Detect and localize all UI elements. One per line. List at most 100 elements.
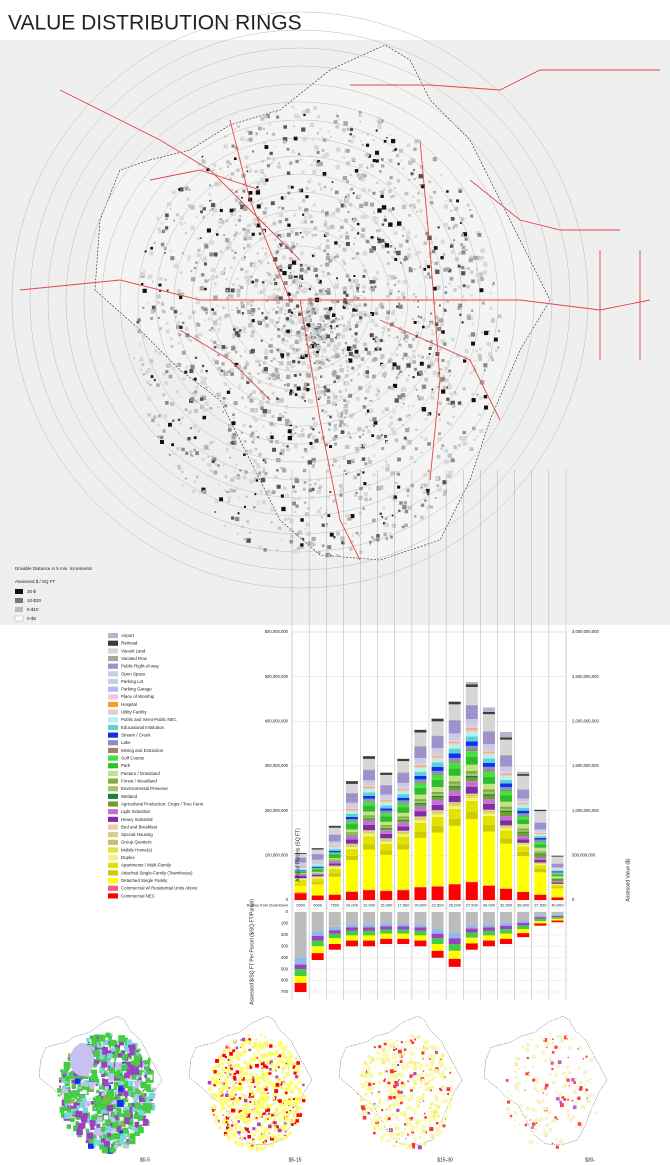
legend-swatch xyxy=(108,809,118,815)
parcel xyxy=(483,262,488,267)
bar-segment xyxy=(482,714,495,732)
parcel xyxy=(447,460,451,464)
parcel xyxy=(281,453,285,456)
parcel xyxy=(418,397,421,401)
small-map-parcel xyxy=(254,1108,256,1110)
parcel xyxy=(247,309,252,315)
parcel xyxy=(314,348,318,351)
parcel xyxy=(361,457,366,461)
bar-segment xyxy=(380,801,393,803)
small-map-parcel xyxy=(212,1104,217,1109)
small-map-parcel xyxy=(273,1058,276,1061)
small-map-parcel xyxy=(273,1040,276,1042)
bar-segment xyxy=(328,930,341,934)
small-map-parcel xyxy=(136,1087,141,1092)
small-map-parcel xyxy=(228,1081,232,1084)
parcel xyxy=(275,250,279,254)
parcel xyxy=(389,415,393,419)
parcel xyxy=(426,273,431,277)
bar-segment xyxy=(517,830,530,832)
parcel xyxy=(382,506,386,510)
parcel xyxy=(379,356,383,360)
parcel xyxy=(348,279,351,282)
small-map-parcel xyxy=(235,1082,237,1084)
bar-segment xyxy=(448,932,461,939)
small-map-parcel xyxy=(246,1040,251,1045)
parcel xyxy=(441,444,445,447)
parcel xyxy=(326,469,330,473)
parcel xyxy=(171,443,175,447)
small-map-parcel xyxy=(288,1131,292,1136)
parcel xyxy=(304,501,307,504)
legend-swatch xyxy=(108,663,118,669)
parcel xyxy=(346,400,350,404)
bar-segment xyxy=(311,849,324,854)
small-map-parcel xyxy=(211,1084,214,1087)
parcel xyxy=(334,403,337,406)
bar-segment xyxy=(397,816,410,819)
parcel xyxy=(363,492,368,497)
parcel xyxy=(316,114,321,119)
small-map-parcel xyxy=(97,1130,103,1136)
parcel xyxy=(305,327,309,332)
parcel xyxy=(245,138,249,142)
bar-segment xyxy=(414,746,427,758)
small-map-parcel xyxy=(263,1129,267,1133)
small-map-parcel xyxy=(273,1134,278,1139)
small-map-parcel xyxy=(214,1084,218,1088)
parcel xyxy=(335,165,340,170)
bar-segment xyxy=(380,830,393,834)
small-map-parcel xyxy=(86,1132,94,1140)
parcel xyxy=(211,440,215,444)
small-map-parcel xyxy=(122,1142,130,1149)
bar-segment xyxy=(328,938,341,944)
parcel xyxy=(405,427,410,433)
bar-segment xyxy=(482,791,495,795)
y2-tick-label: 3,000,000,000 xyxy=(572,629,599,634)
parcel xyxy=(176,324,181,329)
parcel xyxy=(290,293,293,296)
small-map-parcel xyxy=(146,1114,154,1122)
parcel xyxy=(405,239,409,243)
small-map-parcel xyxy=(117,1113,125,1120)
small-map-parcel xyxy=(261,1136,265,1139)
road xyxy=(299,299,361,561)
parcel xyxy=(150,246,153,250)
parcel xyxy=(268,123,272,126)
bar-segment xyxy=(482,766,495,771)
parcel xyxy=(236,532,239,535)
parcel xyxy=(263,414,267,417)
parcel xyxy=(358,163,363,169)
category-box xyxy=(309,901,326,910)
parcel xyxy=(344,303,348,308)
small-map-parcel xyxy=(252,1139,256,1143)
parcel xyxy=(231,144,235,148)
small-map-parcel xyxy=(283,1061,288,1066)
bar-segment xyxy=(380,933,393,939)
parcel xyxy=(428,254,432,258)
map-legend: 30-$ 10-$30 5-$10 0-$5 xyxy=(14,589,42,622)
parcel xyxy=(336,397,338,400)
parcel xyxy=(279,361,284,366)
parcel xyxy=(358,386,363,391)
parcel xyxy=(318,337,321,339)
small-map-parcel xyxy=(62,1101,65,1104)
bar-segment xyxy=(431,774,444,780)
parcel xyxy=(237,512,240,515)
parcel xyxy=(224,404,228,408)
parcel xyxy=(319,187,323,191)
small-map-parcel xyxy=(293,1090,295,1092)
parcel xyxy=(215,319,219,322)
parcel xyxy=(257,320,261,324)
parcel xyxy=(370,202,375,207)
parcel xyxy=(266,132,269,135)
bar-segment xyxy=(448,802,461,804)
small-map-parcel xyxy=(261,1072,263,1075)
bar-segment xyxy=(380,826,393,829)
parcel xyxy=(437,318,441,322)
parcel xyxy=(417,306,419,308)
parcel xyxy=(471,309,474,312)
parcel xyxy=(369,408,374,413)
parcel xyxy=(319,328,322,331)
parcel xyxy=(270,416,273,418)
